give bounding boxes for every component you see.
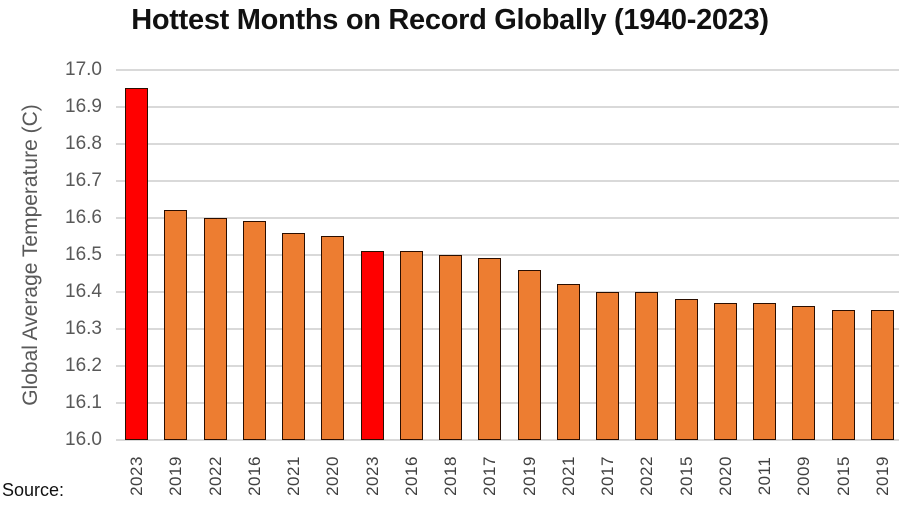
gridline xyxy=(116,216,899,219)
bar xyxy=(360,251,384,440)
x-tick-label: 2018 xyxy=(441,456,461,496)
x-tick: 2017 xyxy=(598,450,618,502)
bar xyxy=(635,291,659,440)
gridline xyxy=(116,105,899,108)
bar xyxy=(321,236,345,440)
x-tick-label: 2015 xyxy=(676,456,696,496)
x-tick: 2019 xyxy=(873,450,893,502)
bar xyxy=(674,299,698,440)
bar xyxy=(556,284,580,440)
x-tick-label: 2015 xyxy=(833,456,853,496)
bar xyxy=(399,251,423,440)
x-tick-label: 2023 xyxy=(127,456,146,496)
gridline xyxy=(116,364,899,367)
x-tick-label: 2017 xyxy=(598,456,618,496)
x-tick: 2015 xyxy=(677,450,697,502)
x-tick-label: 2020 xyxy=(715,456,735,496)
gridline xyxy=(116,438,899,441)
source-label: Source: xyxy=(2,480,65,500)
x-tick: 2023 xyxy=(127,450,147,502)
chart-title: Hottest Months on Record Globally (1940-… xyxy=(131,4,769,36)
x-tick-label: 2016 xyxy=(244,456,264,496)
x-tick-label: 2020 xyxy=(323,456,343,496)
y-tick-label: 16.1 xyxy=(65,391,102,413)
x-tick: 2009 xyxy=(794,450,814,502)
bar xyxy=(831,310,855,440)
y-tick-label: 16.5 xyxy=(65,243,102,265)
x-tick: 2018 xyxy=(441,450,461,502)
gridline xyxy=(116,253,899,256)
x-tick: 2022 xyxy=(637,450,657,502)
bar xyxy=(517,269,541,440)
y-tick-label: 16.6 xyxy=(65,206,102,228)
y-tick-label: 16.3 xyxy=(65,317,102,339)
gridline xyxy=(116,179,899,182)
x-tick-label: 2022 xyxy=(205,456,225,496)
bar xyxy=(713,302,737,440)
x-tick-label: 2016 xyxy=(401,456,421,496)
x-tick-label: 2021 xyxy=(558,456,578,496)
bar xyxy=(792,306,816,440)
x-tick-label: 2019 xyxy=(519,456,539,496)
x-tick: 2023 xyxy=(363,450,383,502)
x-tick: 2021 xyxy=(284,450,304,502)
x-tick: 2022 xyxy=(206,450,226,502)
y-tick-label: 16.4 xyxy=(65,280,102,302)
y-tick-label: 16.7 xyxy=(65,169,102,191)
y-tick-label: 16.2 xyxy=(65,354,102,376)
x-tick: 2016 xyxy=(402,450,422,502)
gridline xyxy=(116,290,899,293)
bar xyxy=(242,221,266,440)
x-tick-label: 2019 xyxy=(166,456,186,496)
bar xyxy=(282,232,306,440)
bar xyxy=(478,258,502,440)
x-tick: 2017 xyxy=(480,450,500,502)
x-tick-label: 2021 xyxy=(284,456,304,496)
x-tick: 2020 xyxy=(716,450,736,502)
bar xyxy=(870,310,894,440)
bar xyxy=(753,302,777,440)
x-tick-label: 2011 xyxy=(755,456,775,496)
x-tick: 2016 xyxy=(245,450,265,502)
x-tick: 2021 xyxy=(559,450,579,502)
y-axis-label: Global Average Temperature (C) xyxy=(19,104,42,406)
x-tick-label: 2009 xyxy=(794,456,814,496)
bar xyxy=(203,217,227,440)
bar xyxy=(596,291,620,440)
y-tick-label: 16.0 xyxy=(65,428,102,450)
x-tick-label: 2023 xyxy=(362,456,382,496)
x-tick: 2020 xyxy=(323,450,343,502)
bar xyxy=(164,210,188,440)
x-tick-label: 2019 xyxy=(872,456,892,496)
gridline xyxy=(116,142,899,145)
bar xyxy=(125,88,148,440)
y-tick-label: 17.0 xyxy=(65,59,102,80)
x-tick: 2019 xyxy=(520,450,540,502)
bar xyxy=(439,254,463,440)
gridline xyxy=(116,69,899,71)
x-tick: 2019 xyxy=(166,450,186,502)
x-tick: 2011 xyxy=(755,450,775,502)
x-tick-label: 2017 xyxy=(480,456,500,496)
y-tick-label: 16.9 xyxy=(65,95,102,117)
gridline xyxy=(116,327,899,330)
gridline xyxy=(116,401,899,404)
y-tick-label: 16.8 xyxy=(65,132,102,154)
x-tick: 2015 xyxy=(834,450,854,502)
x-tick-label: 2022 xyxy=(637,456,657,496)
